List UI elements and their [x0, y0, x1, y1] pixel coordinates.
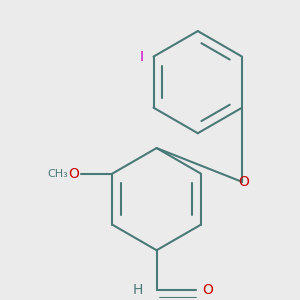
Text: H: H: [133, 283, 143, 297]
Text: O: O: [68, 167, 80, 181]
Text: O: O: [238, 175, 249, 189]
Text: O: O: [203, 283, 214, 297]
Text: CH₃: CH₃: [47, 169, 68, 178]
Text: I: I: [140, 50, 144, 64]
